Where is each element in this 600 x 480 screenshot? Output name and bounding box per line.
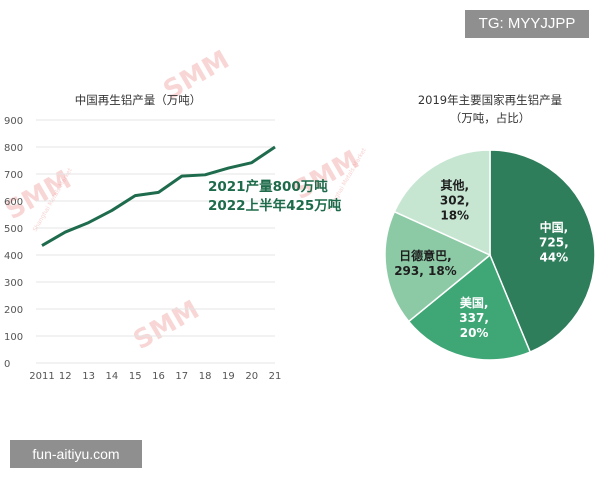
y-tick-label: 0 xyxy=(4,359,10,370)
annotation-2022: 2022上半年425万吨 xyxy=(208,197,342,214)
y-tick-label: 700 xyxy=(4,170,23,181)
x-tick-label: 18 xyxy=(199,371,212,382)
pie-chart: 2019年主要国家再生铝产量 （万吨，占比） 中国, 725, 44% 美国, 337,… xyxy=(384,93,596,361)
pie-slice-0 xyxy=(489,149,596,353)
y-tick-label: 100 xyxy=(4,332,23,343)
x-tick-label: 15 xyxy=(129,371,142,382)
x-tick-label: 20 xyxy=(245,371,258,382)
pie-slice-label-1: 美国, 337, 20% xyxy=(459,295,489,340)
pie-slice-label-3: 其他, 302, 18% xyxy=(440,177,470,222)
line-chart-y-axis: 0 100 200 300 400 500 600 700 800 900 xyxy=(4,116,23,370)
x-tick-label: 14 xyxy=(106,371,119,382)
x-tick-label: 16 xyxy=(152,371,165,382)
x-tick-label: 13 xyxy=(82,371,95,382)
x-tick-label: 2011 xyxy=(29,371,54,382)
y-tick-label: 200 xyxy=(4,305,23,316)
y-tick-label: 300 xyxy=(4,278,23,289)
pie-chart-title: 2019年主要国家再生铝产量 xyxy=(418,93,562,107)
line-chart-title: 中国再生铝产量（万吨） xyxy=(75,93,202,107)
pie-slice-label-0: 中国, 725, 44% xyxy=(539,219,569,264)
pie-slice-2 xyxy=(384,210,492,323)
line-series-recycled-aluminum xyxy=(41,145,276,247)
pie-slice-label-2: 日德意巴, 293, 18% xyxy=(394,248,457,278)
watermark-4: SMM xyxy=(129,295,205,356)
pie-slice-1 xyxy=(407,253,532,361)
annotation-2021: 2021产量800万吨 xyxy=(208,178,328,195)
line-chart-x-axis: 2011 12 13 14 15 16 17 18 19 20 21 xyxy=(29,371,281,382)
tg-badge: TG: MYYJJPP xyxy=(465,10,589,38)
y-tick-label: 800 xyxy=(4,143,23,154)
pie-labels: 中国, 725, 44% 美国, 337, 20%日德意巴, 293, 18% 其他, 302,… xyxy=(394,177,568,340)
pie-slices xyxy=(384,149,596,361)
line-chart: 中国再生铝产量（万吨） 0 100 200 300 400 500 600 700 800 900… xyxy=(4,93,342,382)
site-badge: fun-aitiyu.com xyxy=(10,440,142,468)
y-tick-label: 400 xyxy=(4,251,23,262)
y-tick-label: 900 xyxy=(4,116,23,127)
x-tick-label: 12 xyxy=(59,371,72,382)
pie-chart-subtitle: （万吨，占比） xyxy=(450,111,531,125)
x-tick-label: 17 xyxy=(175,371,188,382)
y-tick-label: 500 xyxy=(4,224,23,235)
y-tick-label: 600 xyxy=(4,197,23,208)
x-tick-label: 21 xyxy=(269,371,282,382)
x-tick-label: 19 xyxy=(222,371,235,382)
pie-slice-3 xyxy=(393,149,491,257)
